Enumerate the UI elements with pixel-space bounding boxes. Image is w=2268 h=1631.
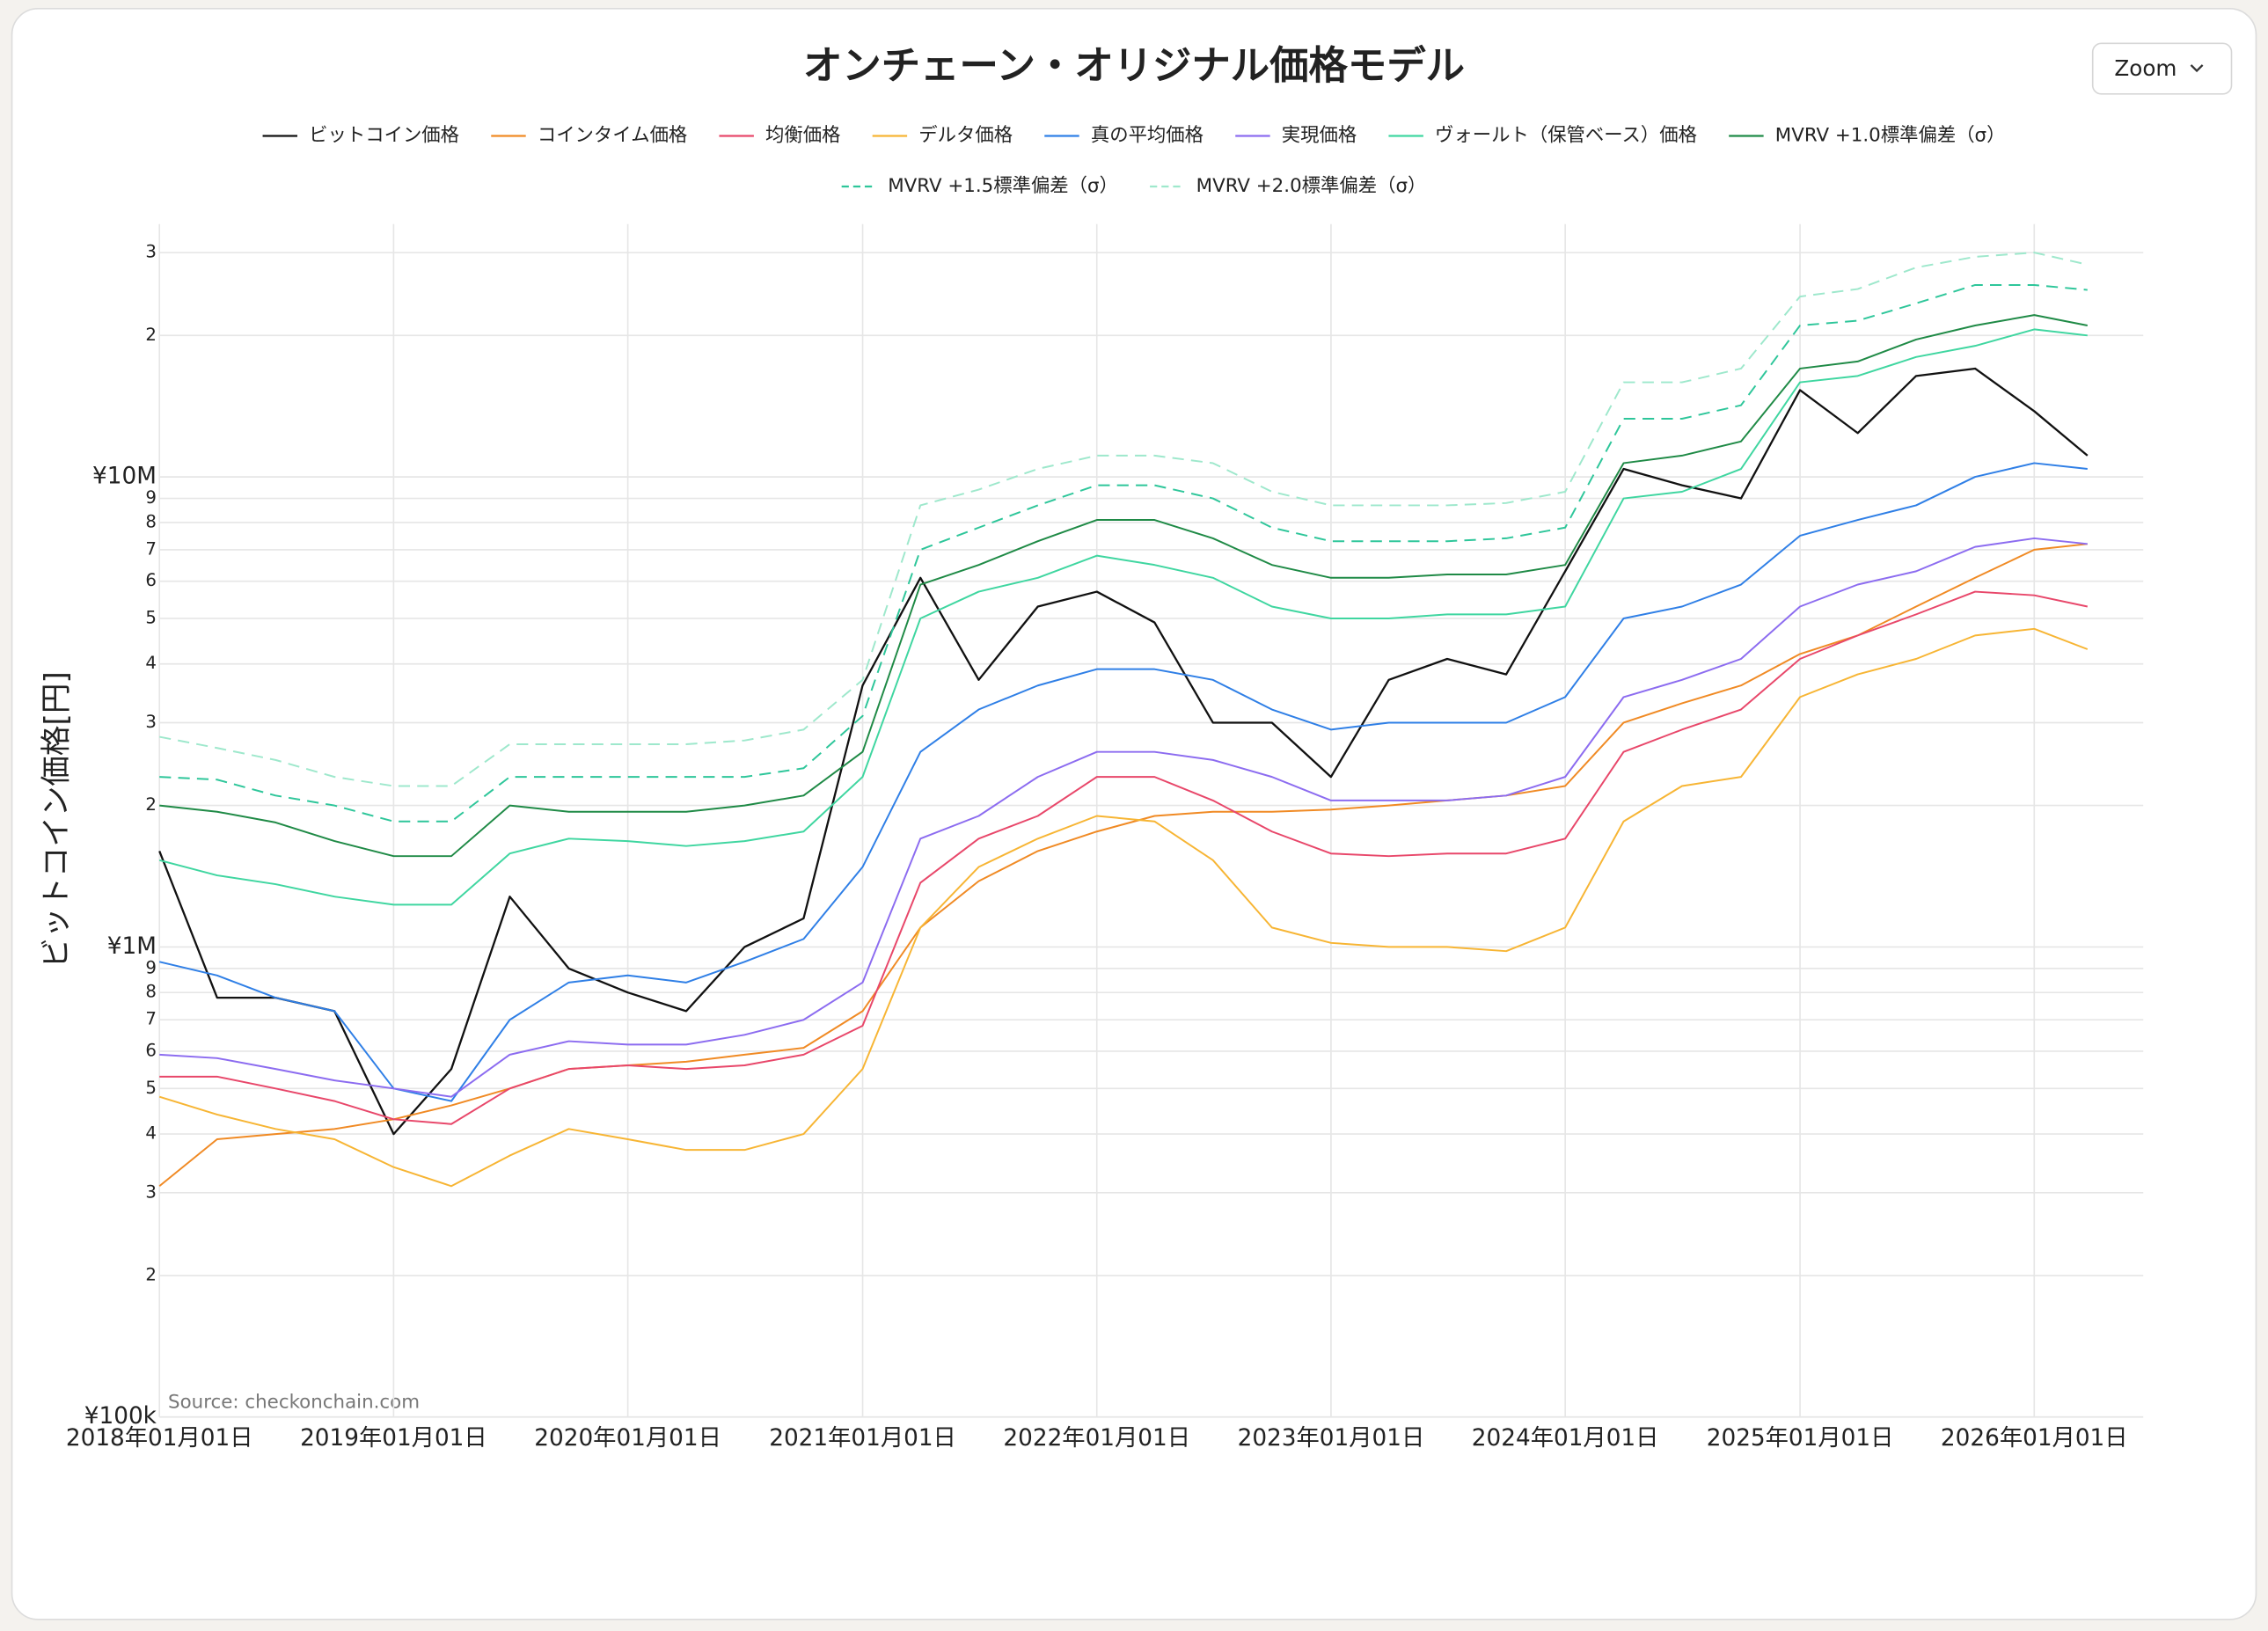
legend-label: ビットコイン価格: [309, 125, 459, 147]
legend-label: ヴォールト（保管ベース）価格: [1435, 125, 1697, 147]
y-tick-label: 2: [145, 1264, 157, 1284]
legend-item: 均衡価格: [719, 125, 840, 147]
legend-item: MVRV +1.5標準偏差（σ）: [841, 175, 1118, 197]
y-tick-label: 8: [145, 982, 157, 1002]
y-tick-label: 4: [145, 653, 157, 673]
legend-item: MVRV +2.0標準偏差（σ）: [1150, 175, 1426, 197]
series-line: [159, 590, 2089, 1125]
x-tick-label: 2020年01月01日: [534, 1425, 721, 1452]
series-line: [158, 462, 2088, 1102]
zoom-button-box[interactable]: [2091, 42, 2233, 95]
y-tick-label: 3: [145, 1181, 157, 1202]
x-tick-label: 2022年01月01日: [1003, 1425, 1190, 1452]
x-tick-label: 2026年01月01日: [1941, 1425, 2128, 1452]
zoom-button-label[interactable]: Zoom: [2114, 55, 2177, 81]
y-tick-label: 7: [145, 538, 157, 559]
series-line: [159, 252, 2089, 787]
y-tick-label: 3: [145, 242, 157, 262]
legend-label: MVRV +2.0標準偏差（σ）: [1196, 175, 1427, 197]
legend-item: デルタ価格: [872, 125, 1013, 147]
legend-label: 真の平均価格: [1091, 125, 1204, 147]
series-line: [159, 283, 2088, 823]
x-tick-label: 2024年01月01日: [1472, 1425, 1659, 1452]
legend-label: MVRV +1.5標準偏差（σ）: [888, 175, 1118, 197]
legend-label: コインタイム価格: [538, 125, 687, 147]
zoom-button[interactable]: Zoom: [2091, 42, 2233, 95]
y-axis-label: ビットコイン価格[円]: [40, 671, 75, 968]
series-line: [159, 314, 2088, 858]
series-line: [158, 328, 2088, 906]
zoom-chevron[interactable]: [2190, 64, 2204, 73]
legend-item: 真の平均価格: [1044, 125, 1204, 147]
legend-label: 実現価格: [1282, 125, 1357, 147]
legend-item: 実現価格: [1235, 125, 1357, 147]
y-tick-label: 9: [145, 957, 157, 977]
series-line: [158, 627, 2089, 1188]
legend-item: コインタイム価格: [491, 125, 687, 147]
y-tick-label: ¥10M: [92, 464, 157, 490]
y-tick-label: 6: [145, 570, 157, 590]
x-tick-label: 2025年01月01日: [1707, 1425, 1894, 1452]
legend: ビットコイン価格 コインタイム価格 均衡価格 デルタ価格 真の平均価格 実現価格 ヴォールト…: [262, 125, 2005, 197]
x-tick-label: 2021年01月01日: [769, 1425, 956, 1452]
x-tick-label: 2018年01月01日: [66, 1425, 253, 1452]
y-tick-label: 5: [145, 1078, 157, 1098]
y-tick-label: 2: [145, 325, 157, 345]
y-tick-label: 2: [145, 794, 157, 815]
legend-item: MVRV +1.0標準偏差（σ）: [1729, 125, 2005, 147]
y-tick-label: ¥1M: [107, 933, 157, 960]
x-tick-label: 2019年01月01日: [300, 1425, 487, 1452]
legend-label: デルタ価格: [918, 125, 1013, 147]
source-note: Source: checkonchain.com: [168, 1391, 420, 1413]
y-tick-label: ¥100k: [84, 1403, 157, 1430]
series-line: [158, 367, 2089, 1136]
series-line: [158, 543, 2088, 1188]
y-tick-label: 3: [145, 712, 157, 732]
legend-item: ビットコイン価格: [262, 125, 459, 147]
y-tick-label: 4: [145, 1123, 157, 1144]
y-tick-label: 7: [145, 1009, 157, 1029]
legend-item: ヴォールト（保管ベース）価格: [1388, 125, 1697, 147]
card: [11, 8, 2257, 1620]
y-tick-label: 6: [145, 1040, 157, 1060]
y-tick-label: 9: [145, 487, 157, 508]
grid: ¥100k23456789¥1M23456789¥10M232018年01月01…: [66, 223, 2144, 1452]
y-tick-label: 5: [145, 607, 157, 627]
chart-title: オンチェーン・オリジナル価格モデル: [803, 43, 1465, 88]
series-line: [159, 537, 2088, 1098]
legend-label: 均衡価格: [765, 125, 840, 147]
legend-label: MVRV +1.0標準偏差（σ）: [1775, 125, 2006, 147]
x-tick-label: 2023年01月01日: [1238, 1425, 1425, 1452]
y-tick-label: 8: [145, 511, 157, 531]
